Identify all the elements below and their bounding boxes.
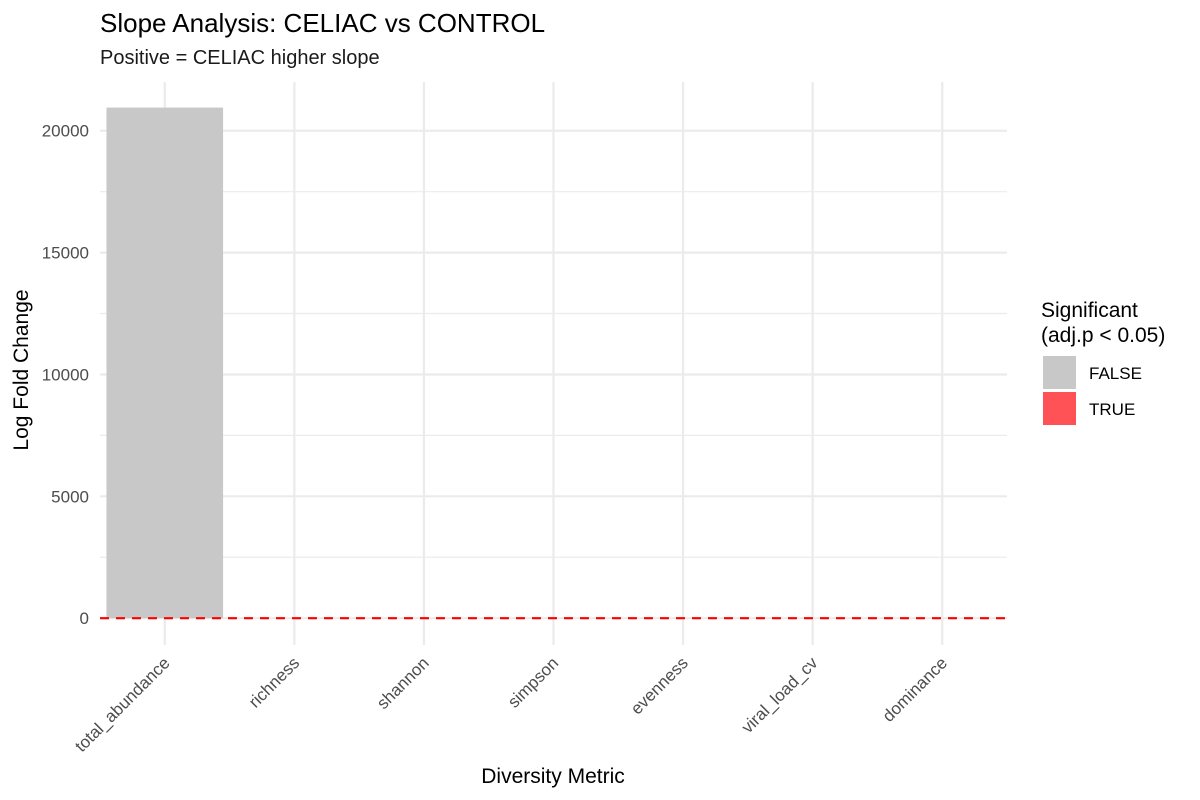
legend-swatch — [1043, 392, 1076, 425]
y-tick-label: 15000 — [42, 244, 89, 263]
x-tick-label: shannon — [373, 653, 433, 713]
y-axis-title: Log Fold Change — [10, 289, 33, 450]
legend-title-line2: (adj.p < 0.05) — [1041, 324, 1165, 347]
legend-swatch — [1043, 356, 1076, 389]
x-tick-label: viral_load_cv — [738, 653, 822, 737]
legend-title-line1: Significant — [1041, 299, 1138, 322]
y-tick-label: 0 — [80, 609, 89, 628]
chart-title: Slope Analysis: CELIAC vs CONTROL — [100, 8, 545, 38]
x-tick-label: dominance — [879, 653, 951, 725]
y-axis-ticks: 0 5000 10000 15000 20000 — [42, 122, 89, 628]
legend-label: FALSE — [1089, 364, 1142, 383]
legend-label: TRUE — [1089, 400, 1135, 419]
y-tick-label: 5000 — [51, 487, 89, 506]
x-axis-ticks: total_abundance richness shannon simpson eve… — [71, 653, 951, 756]
x-tick-label: total_abundance — [71, 653, 173, 755]
x-tick-label: richness — [245, 653, 303, 711]
x-tick-label: simpson — [504, 653, 562, 711]
bars — [106, 107, 224, 619]
chart-subtitle: Positive = CELIAC higher slope — [100, 47, 380, 69]
x-tick-label: evenness — [627, 653, 692, 718]
grid — [100, 82, 1007, 645]
y-tick-label: 10000 — [42, 365, 89, 384]
y-tick-label: 20000 — [42, 122, 89, 141]
x-axis-title: Diversity Metric — [481, 765, 625, 788]
legend: Significant (adj.p < 0.05) FALSE TRUE — [1041, 299, 1165, 425]
bar — [106, 107, 224, 619]
